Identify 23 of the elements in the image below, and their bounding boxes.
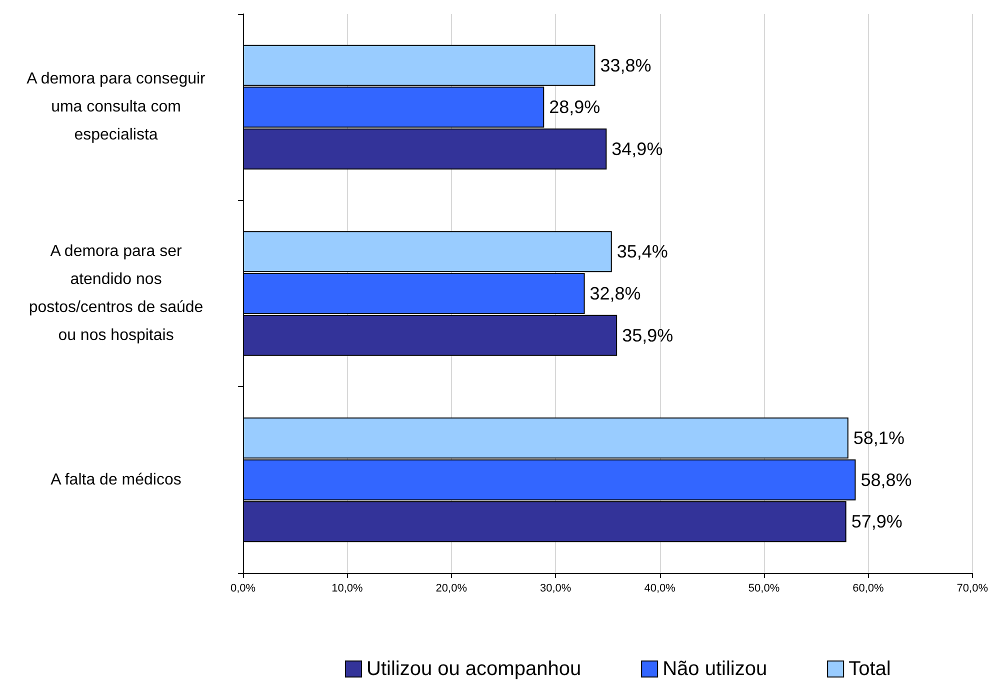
legend-label: Não utilizou	[662, 658, 768, 680]
x-tick-label: 10,0%	[332, 582, 364, 594]
data-label: 58,1%	[853, 428, 904, 448]
x-tick-label: 20,0%	[436, 582, 468, 594]
x-tick-label: 60,0%	[852, 582, 884, 594]
x-tick-label: 40,0%	[644, 582, 676, 594]
data-label: 57,9%	[851, 512, 902, 532]
x-tick-label: 50,0%	[748, 582, 780, 594]
y-tick-label: A demora para ser atendido nos postos/centros de saúde ou nos hospitais	[28, 243, 204, 344]
data-label: 35,9%	[622, 325, 674, 346]
data-label: 33,8%	[600, 55, 652, 76]
data-label: 58,8%	[860, 470, 912, 490]
y-tick-label: A falta de médicos	[50, 471, 182, 488]
data-label: 32,8%	[590, 284, 641, 304]
x-tick-label: 70,0%	[956, 582, 988, 594]
data-label: 28,9%	[549, 97, 600, 118]
y-tick-label: A demora para conseguir uma consulta com especialista	[26, 70, 206, 144]
data-label: 35,4%	[616, 242, 668, 262]
data-label: 34,9%	[612, 138, 663, 159]
legend-label: Total	[848, 658, 891, 680]
x-tick-label: 30,0%	[540, 582, 572, 594]
x-tick-label: 0,0%	[230, 582, 256, 594]
legend-label: Utilizou ou acompanhou	[366, 658, 582, 680]
